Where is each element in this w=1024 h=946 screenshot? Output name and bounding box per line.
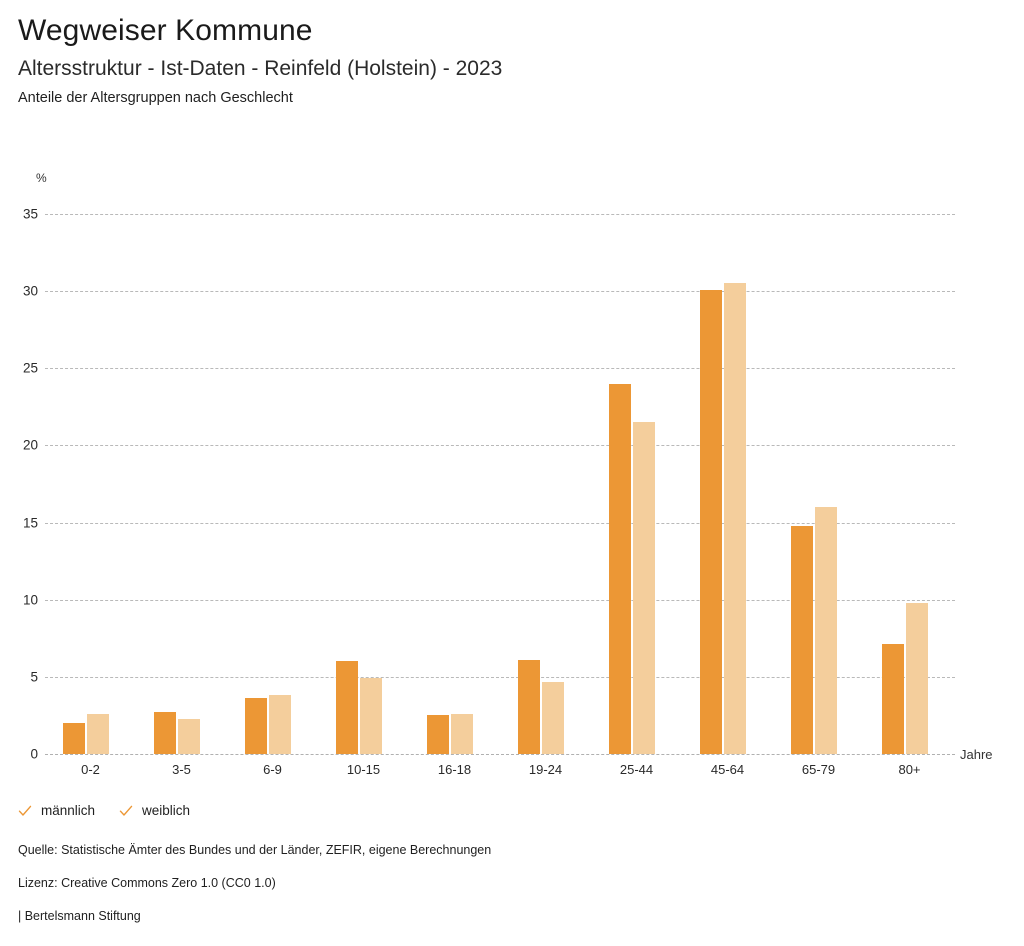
bars-layer — [45, 214, 955, 754]
bar-maennlich[interactable] — [63, 723, 85, 754]
bar-maennlich[interactable] — [154, 712, 176, 754]
bar-maennlich[interactable] — [609, 383, 631, 754]
x-axis-tick-label: 10-15 — [346, 762, 381, 777]
bar-group — [773, 214, 864, 754]
bar-weiblich[interactable] — [178, 718, 200, 754]
check-icon — [119, 804, 133, 818]
x-axis-tick-label: 65-79 — [801, 762, 836, 777]
bar-group — [136, 214, 227, 754]
bar-maennlich[interactable] — [700, 289, 722, 754]
bar-group — [591, 214, 682, 754]
bar-weiblich[interactable] — [360, 678, 382, 754]
bar-maennlich[interactable] — [427, 715, 449, 754]
gridline — [45, 676, 955, 678]
x-axis-unit: Jahre — [960, 747, 993, 762]
legend-item-maennlich[interactable]: männlich — [18, 803, 95, 818]
gridline — [45, 368, 955, 370]
bar-weiblich[interactable] — [87, 713, 109, 754]
y-axis-labels: 0 5 10 15 20 25 30 35 — [0, 207, 38, 762]
gridline — [45, 214, 955, 215]
page-title: Wegweiser Kommune — [18, 14, 313, 47]
bar-weiblich[interactable] — [451, 713, 473, 754]
y-axis-tick-label: 25 — [22, 360, 38, 376]
bar-weiblich[interactable] — [815, 507, 837, 754]
bar-maennlich[interactable] — [791, 525, 813, 754]
legend-label: männlich — [41, 803, 96, 818]
header: Wegweiser Kommune Altersstruktur - Ist-D… — [18, 14, 998, 107]
x-axis-tick-label: 6-9 — [263, 762, 282, 777]
gridline — [45, 445, 955, 447]
plot-area — [45, 214, 955, 755]
y-axis-tick-label: 30 — [22, 283, 38, 299]
bar-weiblich[interactable] — [269, 695, 291, 754]
footer-license: Lizenz: Creative Commons Zero 1.0 (CC0 1… — [18, 876, 276, 890]
bar-group — [45, 214, 136, 754]
bar-weiblich[interactable] — [724, 283, 746, 754]
bar-maennlich[interactable] — [518, 659, 540, 754]
bar-weiblich[interactable] — [542, 681, 564, 754]
footer-publisher: | Bertelsmann Stiftung — [18, 909, 141, 923]
legend-item-weiblich[interactable]: weiblich — [119, 803, 190, 818]
y-axis-tick-label: 20 — [22, 437, 38, 453]
gridline — [45, 291, 955, 293]
x-axis-labels: 0-2 3-5 6-9 10-15 16-18 19-24 25-44 45-64 65-79 8… — [45, 762, 955, 786]
x-axis-tick-label: 0-2 — [81, 762, 100, 777]
y-axis-tick-label: 35 — [22, 206, 38, 222]
chart-title: Altersstruktur - Ist-Daten - Reinfeld (H… — [18, 57, 503, 80]
axis-baseline — [45, 754, 955, 755]
chart-subtitle: Anteile der Altersgruppen nach Geschlech… — [18, 90, 293, 107]
y-axis-unit: % — [36, 171, 47, 185]
footer-source: Quelle: Statistische Ämter des Bundes un… — [18, 843, 492, 857]
y-axis-tick-label: 10 — [22, 592, 38, 608]
y-axis-tick-label: 0 — [30, 746, 38, 762]
bar-maennlich[interactable] — [882, 644, 904, 754]
gridline — [45, 522, 955, 524]
bar-group — [864, 214, 955, 754]
bar-group — [500, 214, 591, 754]
bar-maennlich[interactable] — [245, 698, 267, 754]
bar-group — [682, 214, 773, 754]
y-axis-tick-label: 15 — [22, 515, 38, 531]
gridline — [45, 599, 955, 601]
x-axis-tick-label: 45-64 — [710, 762, 745, 777]
bar-group — [318, 214, 409, 754]
x-axis-tick-label: 3-5 — [172, 762, 191, 777]
bar-weiblich[interactable] — [906, 602, 928, 754]
check-icon — [18, 804, 32, 818]
y-axis-tick-label: 5 — [30, 669, 38, 685]
bar-weiblich[interactable] — [633, 422, 655, 754]
x-axis-tick-label: 16-18 — [437, 762, 472, 777]
footer: Quelle: Statistische Ämter des Bundes un… — [18, 843, 978, 924]
x-axis-tick-label: 19-24 — [528, 762, 563, 777]
legend: männlich weiblich — [18, 803, 190, 818]
bar-group — [409, 214, 500, 754]
bar-group — [227, 214, 318, 754]
x-axis-tick-label: 80+ — [898, 762, 921, 777]
bar-maennlich[interactable] — [336, 661, 358, 754]
x-axis-tick-label: 25-44 — [619, 762, 654, 777]
legend-label: weiblich — [142, 803, 191, 818]
